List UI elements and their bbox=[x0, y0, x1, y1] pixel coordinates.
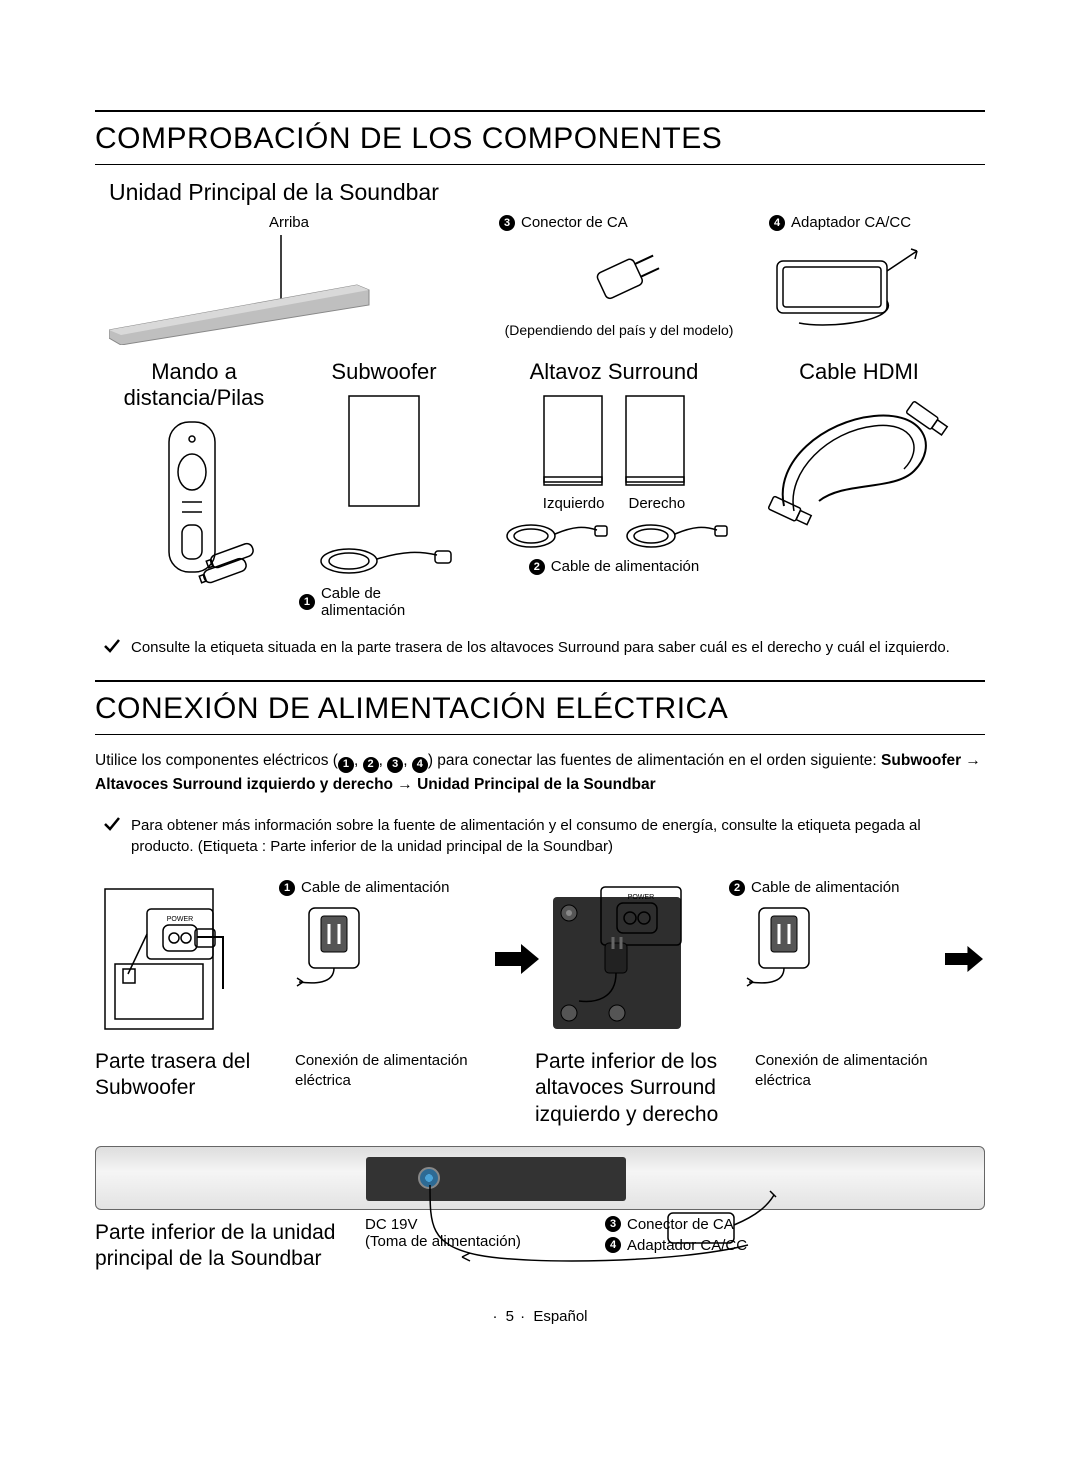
power-cable-1-icon bbox=[309, 541, 459, 581]
cable2-label: Cable de alimentación bbox=[551, 558, 699, 575]
svg-text:POWER: POWER bbox=[628, 894, 654, 901]
wall-plug-1-icon bbox=[279, 902, 399, 992]
subwoofer-back-icon: POWER bbox=[95, 879, 265, 1039]
note-2-text: Para obtener más información sobre la fu… bbox=[131, 815, 985, 857]
badge-2c-icon: 2 bbox=[729, 880, 745, 896]
badge-1c-icon: 1 bbox=[279, 880, 295, 896]
subwoofer-diagram: POWER 1 Cable de alimentación bbox=[95, 879, 495, 1039]
badge-3b-icon: 3 bbox=[387, 757, 403, 773]
soundbar-cable-icon bbox=[418, 1185, 778, 1305]
power-conn-1: Conexión de alimentación eléctrica bbox=[295, 1045, 495, 1128]
subwoofer-back-label: Parte trasera del Subwoofer bbox=[95, 1049, 295, 1128]
left-label: Izquierdo bbox=[543, 495, 605, 512]
section-1-title: COMPROBACIÓN DE LOS COMPONENTES bbox=[95, 110, 985, 165]
adapter-label: Adaptador CA/CC bbox=[791, 214, 911, 231]
surround-speakers-icon bbox=[514, 391, 714, 501]
hdmi-cable-icon bbox=[764, 391, 954, 531]
note-2: Para obtener más información sobre la fu… bbox=[103, 815, 985, 857]
note-1: Consulte la etiqueta situada en la parte… bbox=[103, 637, 985, 658]
arrow-1 bbox=[495, 944, 545, 974]
soundbar-figure: Arriba bbox=[109, 214, 469, 345]
surround-bottom-icon: POWER bbox=[545, 879, 715, 1039]
check-icon bbox=[103, 637, 121, 655]
badge-3-icon: 3 bbox=[499, 215, 515, 231]
hdmi-block: Cable HDMI bbox=[759, 359, 959, 619]
badge-1a-icon: 1 bbox=[299, 594, 315, 610]
arrow-right-icon-2 bbox=[945, 945, 983, 973]
surround-diagram: POWER 2 Cable de alimentación bbox=[545, 879, 945, 1039]
wall-plug-2-icon bbox=[729, 902, 849, 992]
surround-block: Altavoz Surround Izquierdo Derecho bbox=[489, 359, 739, 619]
subwoofer-block: Subwoofer 1 Cable de alimentación bbox=[299, 359, 469, 619]
remote-icon bbox=[124, 417, 264, 587]
badge-2a-icon: 2 bbox=[529, 559, 545, 575]
page-footer: · 5 · Español bbox=[95, 1308, 985, 1325]
power-cable-2b-icon bbox=[619, 518, 729, 554]
svg-text:POWER: POWER bbox=[167, 916, 193, 923]
remote-title: Mando a distancia/Pilas bbox=[109, 359, 279, 411]
arrow-right-icon bbox=[495, 944, 539, 974]
ac-connector-block: 3 Conector de CA (Dependiendo del país y… bbox=[499, 214, 739, 339]
surround-bottom-label: Parte inferior de los altavoces Surround… bbox=[535, 1049, 755, 1128]
hdmi-title: Cable HDMI bbox=[799, 359, 919, 385]
badge-1b-icon: 1 bbox=[338, 757, 354, 773]
subwoofer-icon bbox=[324, 391, 444, 541]
arrow-2 bbox=[945, 945, 985, 973]
note-1-text: Consulte la etiqueta situada en la parte… bbox=[131, 637, 950, 658]
badge-4-icon: 4 bbox=[769, 215, 785, 231]
check-icon-2 bbox=[103, 815, 121, 833]
depending-note: (Dependiendo del país y del modelo) bbox=[499, 321, 739, 339]
remote-block: Mando a distancia/Pilas bbox=[109, 359, 279, 619]
arriba-label: Arriba bbox=[109, 214, 469, 231]
section-2-title: CONEXIÓN DE ALIMENTACIÓN ELÉCTRICA bbox=[95, 680, 985, 735]
adapter-icon bbox=[769, 231, 939, 331]
page-number: 5 bbox=[506, 1308, 514, 1325]
cable-de-2: Cable de alimentación bbox=[751, 879, 899, 896]
cable1-label: Cable de alimentación bbox=[321, 585, 469, 619]
ac-plug-icon bbox=[559, 237, 679, 317]
cable-de-1: Cable de alimentación bbox=[301, 879, 449, 896]
soundbar-svg bbox=[109, 235, 429, 345]
ac-connector-label: Conector de CA bbox=[521, 214, 628, 231]
badge-2b-icon: 2 bbox=[363, 757, 379, 773]
power-conn-2: Conexión de alimentación eléctrica bbox=[755, 1045, 955, 1128]
power-cable-2a-icon bbox=[499, 518, 609, 554]
right-label: Derecho bbox=[629, 495, 686, 512]
badge-4b-icon: 4 bbox=[412, 757, 428, 773]
adapter-block: 4 Adaptador CA/CC bbox=[769, 214, 969, 331]
page-lang: Español bbox=[533, 1308, 587, 1325]
soundbar-diagram: Parte inferior de la unidad principal de… bbox=[95, 1146, 985, 1273]
intro-para: Utilice los componentes eléctricos (1, 2… bbox=[95, 749, 985, 797]
soundbar-subtitle: Unidad Principal de la Soundbar bbox=[109, 179, 985, 206]
subwoofer-title: Subwoofer bbox=[331, 359, 436, 385]
surround-title: Altavoz Surround bbox=[530, 359, 699, 385]
soundbar-bottom-label: Parte inferior de la unidad principal de… bbox=[95, 1220, 355, 1273]
